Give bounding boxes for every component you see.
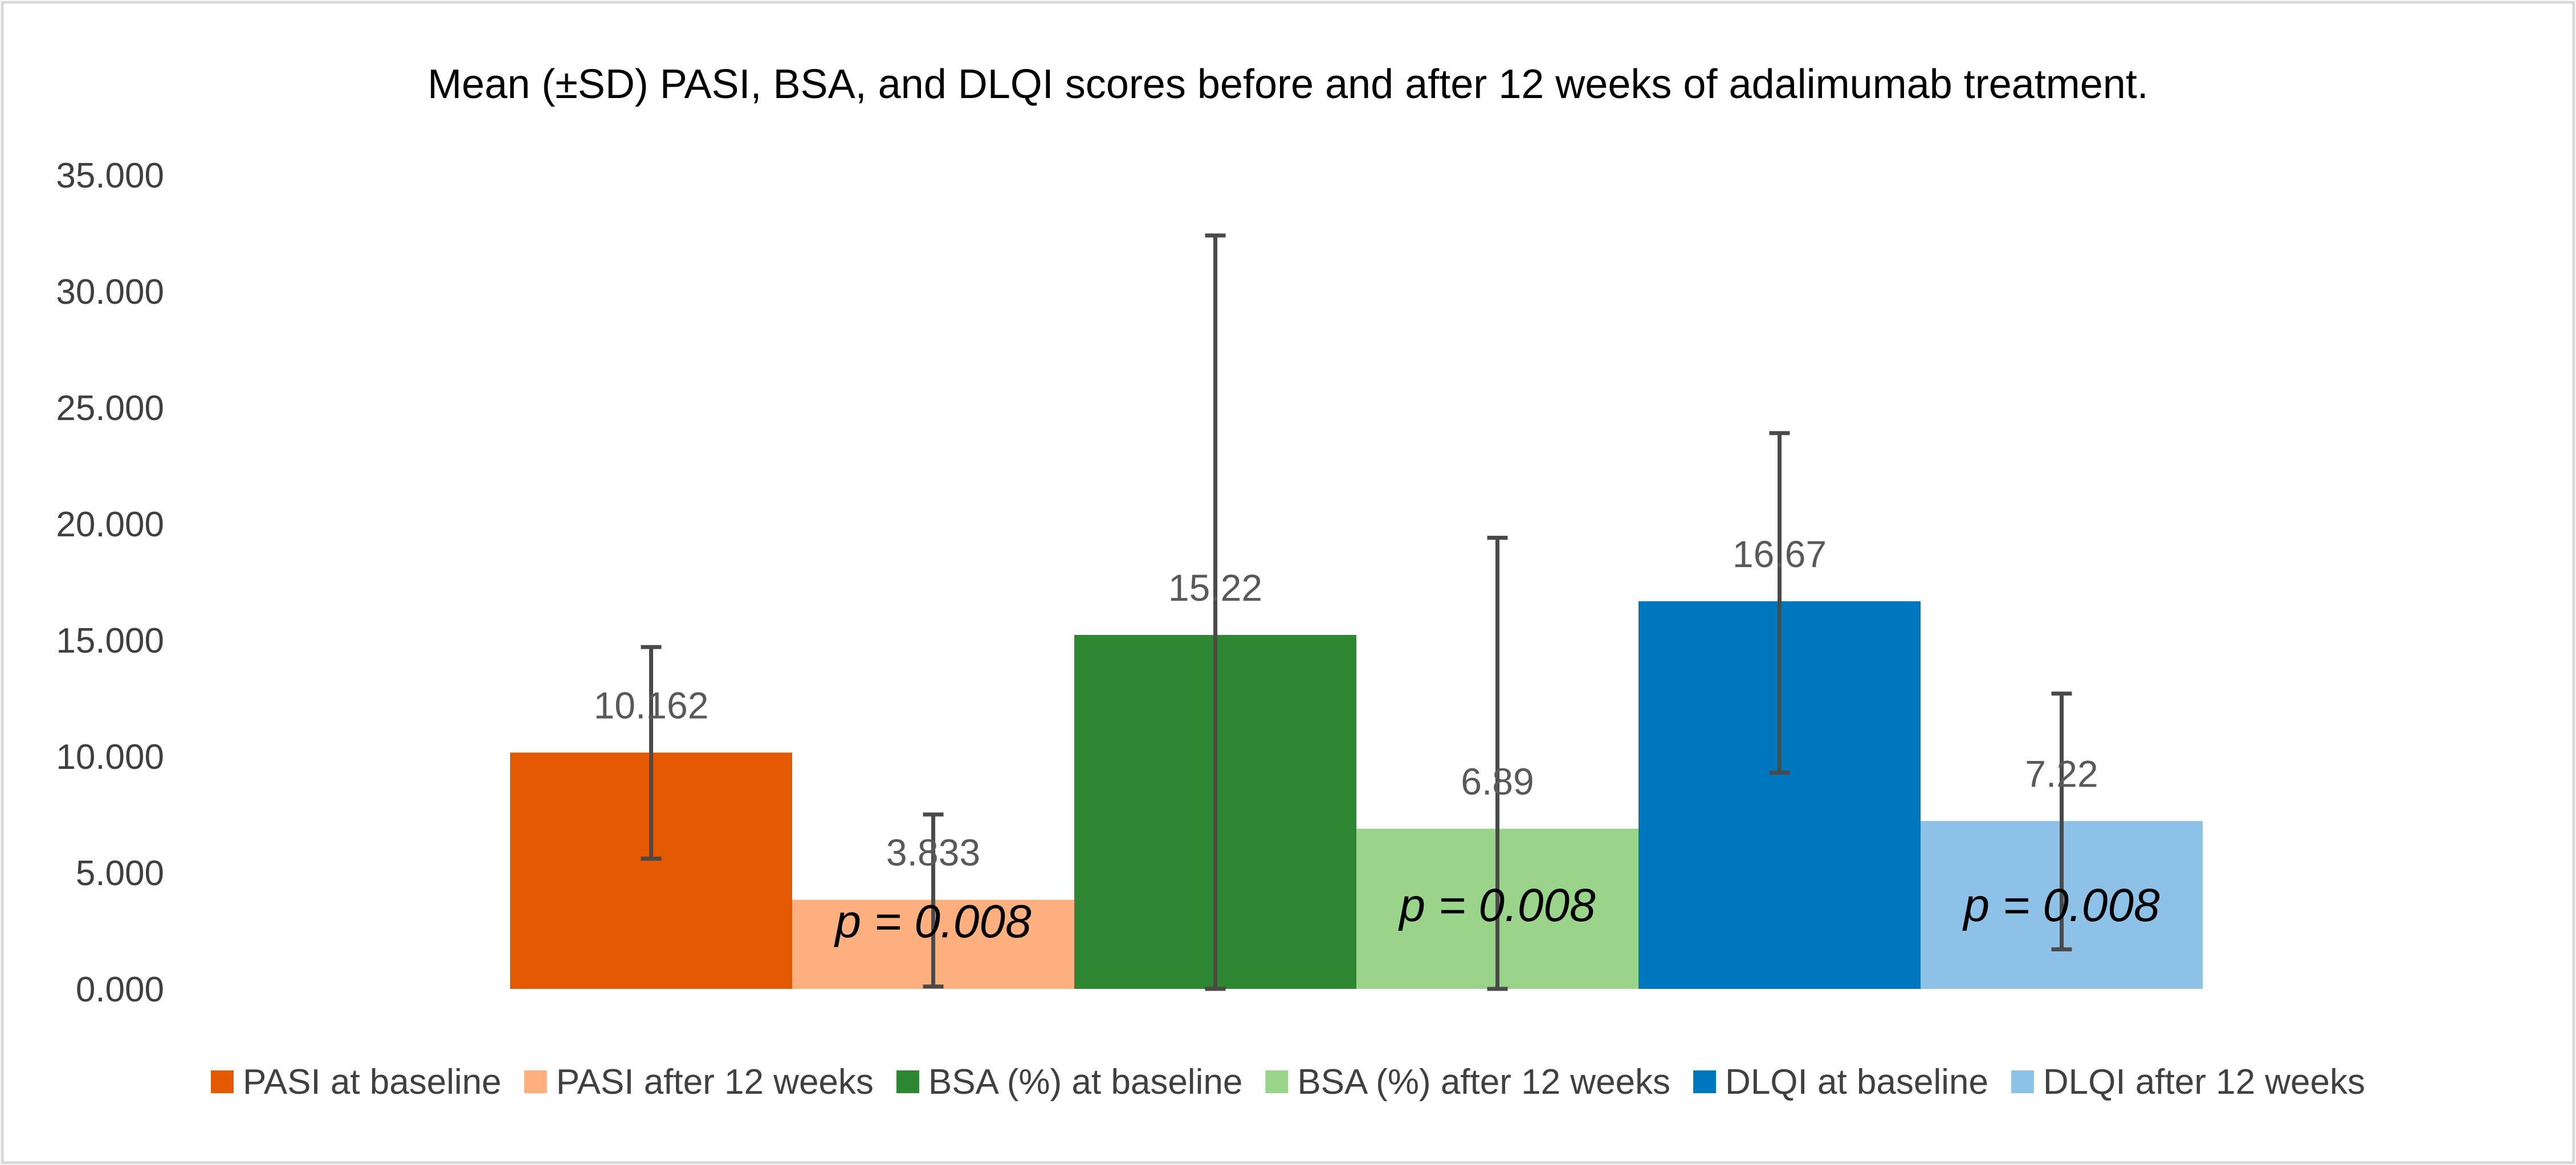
legend-label: BSA (%) after 12 weeks: [1297, 1062, 1670, 1102]
y-tick-label: 25.000: [56, 389, 164, 428]
data-labels: 10.162 3.833 15.22 6.89 16.67 7.22: [594, 533, 2098, 874]
annotations: p = 0.008 p = 0.008 p = 0.008: [833, 879, 2160, 948]
legend: PASI at baseline PASI after 12 weeks BSA (…: [210, 1062, 2365, 1102]
y-tick-label: 5.000: [76, 854, 164, 893]
legend-swatch: [896, 1070, 919, 1093]
data-label: 7.22: [2025, 752, 2098, 795]
legend-label: PASI at baseline: [243, 1062, 502, 1102]
p-value-annotation: p = 0.008: [1962, 879, 2160, 931]
p-value-annotation: p = 0.008: [1397, 879, 1596, 931]
data-label: 3.833: [886, 832, 980, 874]
data-label: 6.89: [1461, 760, 1534, 803]
legend-swatch: [2011, 1070, 2034, 1093]
data-label: 15.22: [1168, 567, 1262, 609]
y-tick-label: 10.000: [56, 738, 164, 777]
legend-label: PASI after 12 weeks: [556, 1062, 874, 1102]
y-tick-label: 35.000: [56, 156, 164, 195]
chart-title: Mean (±SD) PASI, BSA, and DLQI scores be…: [427, 62, 2149, 107]
y-tick-label: 30.000: [56, 272, 164, 312]
legend-label: BSA (%) at baseline: [928, 1062, 1242, 1102]
legend-swatch: [1693, 1070, 1717, 1093]
legend-swatch: [1265, 1070, 1289, 1093]
legend-label: DLQI at baseline: [1725, 1062, 1988, 1102]
legend-swatch: [524, 1070, 547, 1093]
y-axis: 0.000 5.000 10.000 15.000 20.000 25.000 30.000…: [56, 156, 164, 1009]
data-label: 10.162: [594, 684, 709, 726]
y-tick-label: 15.000: [56, 621, 164, 661]
p-value-annotation: p = 0.008: [833, 896, 1032, 948]
legend-label: DLQI after 12 weeks: [2043, 1062, 2365, 1102]
data-label: 16.67: [1733, 533, 1827, 575]
legend-swatch: [210, 1070, 234, 1093]
error-bars: [641, 233, 2072, 991]
y-tick-label: 20.000: [56, 505, 164, 544]
y-tick-label: 0.000: [76, 970, 164, 1009]
